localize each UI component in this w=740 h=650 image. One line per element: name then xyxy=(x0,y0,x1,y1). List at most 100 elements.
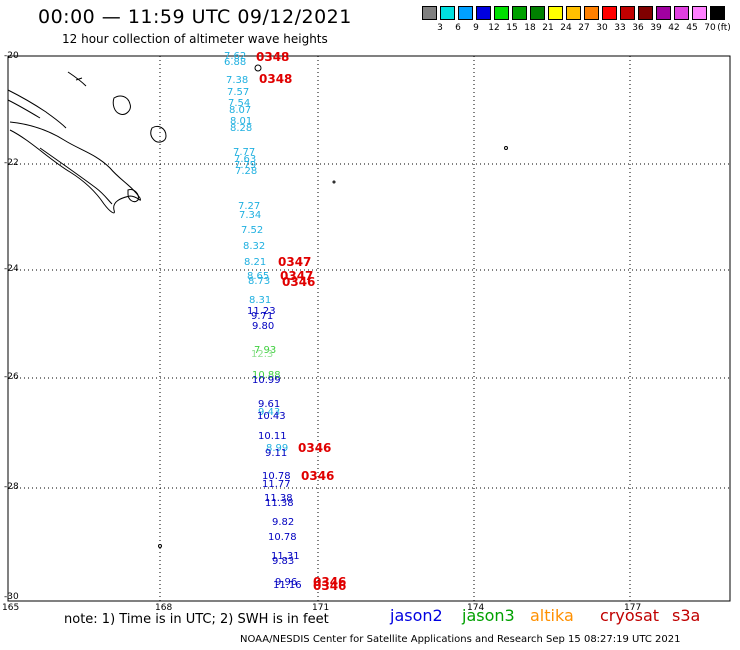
wave-height-label: 9.61 xyxy=(258,399,281,410)
legend-swatch xyxy=(620,6,635,20)
pass-time-label: 0348 xyxy=(259,72,293,86)
wave-height-label: 9.80 xyxy=(252,321,275,332)
legend-tick-label: 33 xyxy=(614,23,626,33)
lon-label: 165 xyxy=(2,603,20,613)
legend-tick-label: 12 xyxy=(488,23,500,33)
legend-tick-label: 18 xyxy=(524,23,536,33)
wave-height-label: 7.57 xyxy=(227,87,250,98)
loyalty-island-lifou xyxy=(112,95,131,115)
wave-height-label: 8.21 xyxy=(244,257,267,268)
wave-height-label: 11.77 xyxy=(262,479,291,490)
lat-label: -26 xyxy=(4,372,19,382)
chart-subtitle: 12 hour collection of altimeter wave hei… xyxy=(62,32,328,46)
legend-swatch xyxy=(656,6,671,20)
wave-height-label: 9.96 xyxy=(275,577,298,588)
wave-height-label: 8.32 xyxy=(243,241,266,252)
wave-height-label: 7.77 xyxy=(233,147,256,158)
wave-height-label: 8.73 xyxy=(248,276,271,287)
legend-swatch xyxy=(602,6,617,20)
wave-height-label: 6.88 xyxy=(224,57,247,68)
wave-height-label: 7.34 xyxy=(239,210,262,221)
pass-time-label: 0347 xyxy=(278,255,312,269)
wave-height-label: 10.11 xyxy=(258,431,287,442)
legend-tick-label: 27 xyxy=(578,23,590,33)
legend-tick-label: 3 xyxy=(437,23,443,33)
legend-tick-label: 45 xyxy=(686,23,698,33)
legend-tick-label: 42 xyxy=(668,23,680,33)
wave-height-label: 7.62 xyxy=(224,51,247,62)
lat-label: -28 xyxy=(4,482,19,492)
wave-height-label: 11.16 xyxy=(273,580,302,591)
legend-tick-label: 70 xyxy=(704,23,716,33)
legend-tick-label: 15 xyxy=(506,23,518,33)
wave-height-label: 8.01 xyxy=(230,116,253,127)
chart-title: 00:00 — 11:59 UTC 09/12/2021 xyxy=(38,6,352,28)
wave-height-label: 11.23 xyxy=(247,306,276,317)
pass-time-label: 0346 xyxy=(301,469,335,483)
coast-inner xyxy=(39,147,113,205)
loyalty-island-ouvea xyxy=(67,71,87,87)
legend-swatch xyxy=(584,6,599,20)
legend-tick-label: 36 xyxy=(632,23,644,33)
coast-north xyxy=(7,89,67,129)
satellite-s3a: s3a xyxy=(672,606,701,625)
wave-height-label: 8.99 xyxy=(266,443,289,454)
wave-height-label: 8.31 xyxy=(249,295,272,306)
wave-height-label: 10.99 xyxy=(252,375,281,386)
wave-height-label: 7.63 xyxy=(234,154,257,165)
satellite-jason3: jason3 xyxy=(462,606,515,625)
legend-swatch xyxy=(494,6,509,20)
legend-tick-label: 24 xyxy=(560,23,572,33)
walpole-island xyxy=(332,180,336,184)
legend-swatch xyxy=(512,6,527,20)
legend-swatch xyxy=(548,6,563,20)
wave-height-label: 7.54 xyxy=(228,98,251,109)
wave-height-label: 9.71 xyxy=(251,311,274,322)
wave-height-label: 7.27 xyxy=(238,201,261,212)
new-caledonia-coastline xyxy=(9,121,141,214)
wave-height-label: 11.38 xyxy=(265,498,294,509)
lat-label: -22 xyxy=(4,158,19,168)
credit-line: NOAA/NESDIS Center for Satellite Applica… xyxy=(240,634,681,645)
wave-height-label: 11.38 xyxy=(264,493,293,504)
legend-swatch xyxy=(530,6,545,20)
pass-time-label: 0347 xyxy=(280,269,314,283)
hunter-island xyxy=(504,146,508,150)
wave-height-label: 9.83 xyxy=(272,556,295,567)
pass-time-label: 0346 xyxy=(282,275,316,289)
legend-tick-label: 39 xyxy=(650,23,662,33)
lat-label: -30 xyxy=(4,592,19,602)
legend-swatch xyxy=(710,6,725,20)
wave-height-label: 7.79 xyxy=(234,160,257,171)
lon-label: 177 xyxy=(624,603,642,613)
wave-height-label: 12.3 xyxy=(251,349,274,360)
wave-height-label: 10.88 xyxy=(252,370,281,381)
legend-swatch xyxy=(566,6,581,20)
wave-height-label: 10.78 xyxy=(268,532,297,543)
pass-time-label: 0348 xyxy=(256,50,290,64)
loyalty-island-mare xyxy=(150,125,167,143)
wave-height-label: 7.38 xyxy=(226,75,249,86)
legend-tick-label: 30 xyxy=(596,23,608,33)
lon-label: 174 xyxy=(467,603,485,613)
legend-tick-label: 9 xyxy=(473,23,479,33)
lon-label: 168 xyxy=(155,603,173,613)
legend-swatch xyxy=(422,6,437,20)
satellite-cryosat: cryosat xyxy=(600,606,660,625)
wave-height-label: 8.65 xyxy=(247,271,270,282)
wave-height-label: 9.43 xyxy=(258,407,281,418)
wave-height-label: 7.93 xyxy=(254,345,277,356)
ground-track-point xyxy=(254,64,262,72)
norfolk-marker xyxy=(158,544,162,548)
legend-tick-label: 21 xyxy=(542,23,554,33)
wave-height-label: 8.28 xyxy=(230,123,253,134)
satellite-altika: altika xyxy=(530,606,574,625)
legend-swatch xyxy=(674,6,689,20)
pass-time-label: 0346 xyxy=(313,579,347,593)
legend-swatch xyxy=(440,6,455,20)
wave-height-label: 10.43 xyxy=(257,411,286,422)
legend-swatch xyxy=(692,6,707,20)
ile-des-pins xyxy=(127,189,139,203)
legend-swatch xyxy=(476,6,491,20)
pass-time-label: 0346 xyxy=(298,441,332,455)
